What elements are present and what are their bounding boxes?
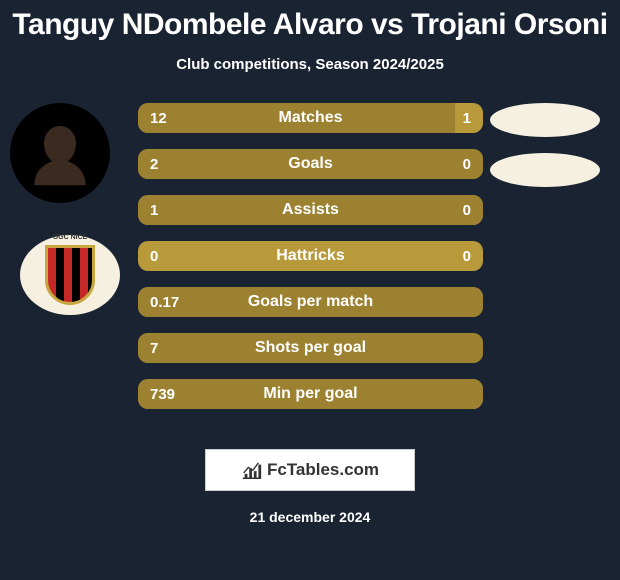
page-title: Tanguy NDombele Alvaro vs Trojani Orsoni — [0, 0, 620, 42]
right-ellipses — [490, 103, 600, 203]
crest-icon — [45, 245, 95, 305]
brand-text: FcTables.com — [267, 460, 379, 480]
brand-logo: FcTables.com — [205, 449, 415, 491]
date-text: 21 december 2024 — [0, 509, 620, 525]
stat-label: Assists — [138, 195, 483, 225]
stat-value-left: 7 — [150, 333, 158, 363]
stat-value-left: 0 — [150, 241, 158, 271]
stat-value-left: 12 — [150, 103, 167, 133]
stat-bar: Matches12 1 — [138, 103, 483, 133]
stat-value-left: 739 — [150, 379, 175, 409]
player-photo — [10, 103, 110, 203]
stat-value-left: 1 — [150, 195, 158, 225]
chart-icon — [241, 461, 263, 479]
subtitle: Club competitions, Season 2024/2025 — [0, 56, 620, 73]
stat-value-left: 0.17 — [150, 287, 179, 317]
stat-label: Matches — [138, 103, 483, 133]
stat-bar: Shots per goal7 — [138, 333, 483, 363]
stat-value-right: 0 — [463, 149, 471, 179]
stat-label: Shots per goal — [138, 333, 483, 363]
stat-bar: Assists1 0 — [138, 195, 483, 225]
stat-value-right: 0 — [463, 195, 471, 225]
ellipse-icon — [490, 103, 600, 137]
stat-value-right: 0 — [463, 241, 471, 271]
ellipse-icon — [490, 153, 600, 187]
stat-bar: Min per goal739 — [138, 379, 483, 409]
comparison-content: Matches121Goals20Assists10Hattricks00Goa… — [0, 103, 620, 433]
club-logo — [20, 235, 120, 315]
stat-bars: Matches121Goals20Assists10Hattricks00Goa… — [138, 103, 483, 425]
stat-value-right: 1 — [463, 103, 471, 133]
stat-label: Goals — [138, 149, 483, 179]
stat-bar: Hattricks0 0 — [138, 241, 483, 271]
stat-bar: Goals per match0.17 — [138, 287, 483, 317]
stat-label: Goals per match — [138, 287, 483, 317]
player-silhouette-icon — [10, 103, 110, 203]
stat-value-left: 2 — [150, 149, 158, 179]
stat-bar: Goals2 0 — [138, 149, 483, 179]
stat-label: Hattricks — [138, 241, 483, 271]
stat-label: Min per goal — [138, 379, 483, 409]
